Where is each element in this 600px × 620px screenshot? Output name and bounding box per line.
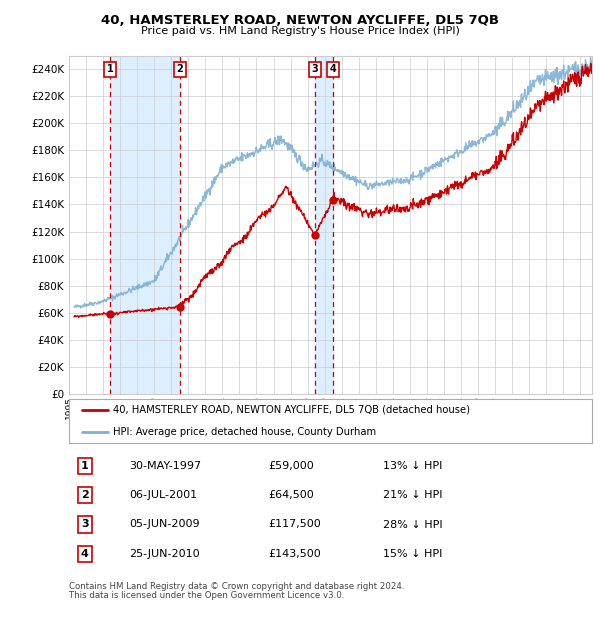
Text: 3: 3 xyxy=(311,64,318,74)
Text: Contains HM Land Registry data © Crown copyright and database right 2024.: Contains HM Land Registry data © Crown c… xyxy=(69,582,404,591)
Text: 30-MAY-1997: 30-MAY-1997 xyxy=(129,461,201,471)
Text: HPI: Average price, detached house, County Durham: HPI: Average price, detached house, Coun… xyxy=(113,427,377,437)
Text: 3: 3 xyxy=(81,520,89,529)
Bar xyxy=(315,56,333,394)
Text: 28% ↓ HPI: 28% ↓ HPI xyxy=(383,520,443,529)
Text: 4: 4 xyxy=(329,64,336,74)
Text: £117,500: £117,500 xyxy=(268,520,320,529)
Text: £59,000: £59,000 xyxy=(268,461,314,471)
Text: £64,500: £64,500 xyxy=(268,490,314,500)
Text: 4: 4 xyxy=(81,549,89,559)
Text: 1: 1 xyxy=(107,64,113,74)
Text: 40, HAMSTERLEY ROAD, NEWTON AYCLIFFE, DL5 7QB (detached house): 40, HAMSTERLEY ROAD, NEWTON AYCLIFFE, DL… xyxy=(113,405,470,415)
Text: 25-JUN-2010: 25-JUN-2010 xyxy=(129,549,200,559)
Text: 1: 1 xyxy=(81,461,89,471)
Text: 40, HAMSTERLEY ROAD, NEWTON AYCLIFFE, DL5 7QB: 40, HAMSTERLEY ROAD, NEWTON AYCLIFFE, DL… xyxy=(101,14,499,27)
Text: 21% ↓ HPI: 21% ↓ HPI xyxy=(383,490,442,500)
Text: 05-JUN-2009: 05-JUN-2009 xyxy=(129,520,200,529)
Text: Price paid vs. HM Land Registry's House Price Index (HPI): Price paid vs. HM Land Registry's House … xyxy=(140,26,460,36)
Text: £143,500: £143,500 xyxy=(268,549,320,559)
Text: This data is licensed under the Open Government Licence v3.0.: This data is licensed under the Open Gov… xyxy=(69,591,344,600)
Text: 15% ↓ HPI: 15% ↓ HPI xyxy=(383,549,442,559)
Text: 2: 2 xyxy=(81,490,89,500)
Text: 13% ↓ HPI: 13% ↓ HPI xyxy=(383,461,442,471)
Bar xyxy=(110,56,180,394)
Text: 06-JUL-2001: 06-JUL-2001 xyxy=(129,490,197,500)
Text: 2: 2 xyxy=(176,64,184,74)
